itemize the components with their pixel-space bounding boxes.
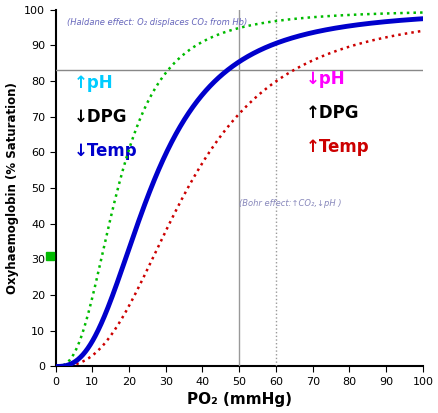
Text: (Haldane effect: O₂ displaces CO₂ from Hb): (Haldane effect: O₂ displaces CO₂ from H… xyxy=(67,19,246,28)
Text: ↓DPG: ↓DPG xyxy=(74,108,127,126)
Text: (Bohr effect:↑CO₂,↓pH ): (Bohr effect:↑CO₂,↓pH ) xyxy=(239,199,341,208)
X-axis label: PO₂ (mmHg): PO₂ (mmHg) xyxy=(186,392,291,408)
Text: ↓Temp: ↓Temp xyxy=(74,142,137,159)
Text: ↑Temp: ↑Temp xyxy=(305,138,368,156)
Y-axis label: Oxyhaemoglobin (% Saturation): Oxyhaemoglobin (% Saturation) xyxy=(6,82,18,294)
Text: ↓pH: ↓pH xyxy=(305,70,344,88)
Text: ↑DPG: ↑DPG xyxy=(305,104,358,122)
Text: ↑pH: ↑pH xyxy=(74,74,113,92)
